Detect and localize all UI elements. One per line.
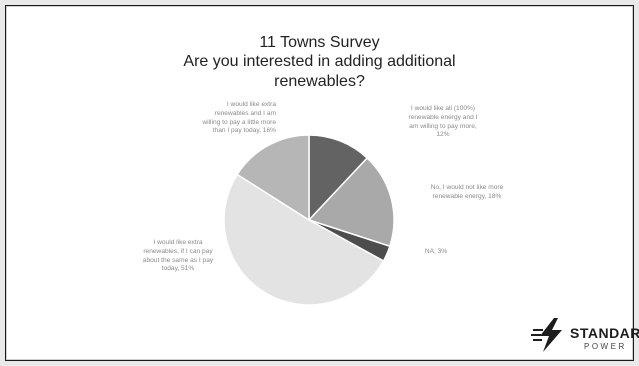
logo-word: STANDARD — [570, 325, 639, 341]
pie-slice-0 — [308, 134, 369, 222]
pie-slice-1 — [307, 156, 395, 248]
slide-frame: 11 Towns Survey Are you interested in ad… — [5, 5, 639, 361]
logo-subword: POWER — [584, 342, 627, 351]
slice-label-line: I would like extra — [226, 101, 276, 108]
slice-label-line: NA, 3% — [424, 248, 448, 255]
slice-label-line: 12% — [436, 131, 450, 139]
standard-power-logo: STANDARD POWER — [530, 316, 639, 354]
chart-title: 11 Towns Survey — [259, 34, 380, 51]
slice-label-no-more-18: No, I would not like more renewable ener… — [408, 184, 526, 202]
lightning-bolt-icon — [531, 318, 562, 352]
slice-label-all-renewable-12: I would like all (100%) renewable energy… — [378, 105, 508, 140]
slice-label-line: am willing to pay more, — [409, 122, 477, 130]
slice-label-line: I would like all (100%) — [410, 105, 476, 112]
slice-label-pay-more-16: I would like extra renewables and I am w… — [126, 101, 276, 136]
slice-label-line: No, I would not like more — [430, 184, 504, 191]
chart-subtitle-line-1: Are you interested in adding additional — [183, 53, 456, 70]
slice-label-line: renewables and I am — [214, 109, 276, 117]
slice-label-line: I would like extra — [153, 239, 203, 246]
pie-slice-3 — [223, 173, 385, 306]
slice-label-na-3: NA, 3% — [416, 248, 456, 257]
slice-label-line: renewable energy and I — [408, 113, 478, 121]
slice-label-line: than I pay today, 16% — [212, 127, 276, 135]
pie-slice-4 — [236, 134, 310, 222]
chart-subtitle-line-2: renewables? — [274, 73, 365, 90]
pie-chart — [223, 134, 395, 306]
slice-label-line: today, 51% — [161, 265, 195, 273]
slice-label-line: willing to pay a little more — [202, 118, 276, 126]
slice-label-line: renewables, if I can pay — [143, 247, 213, 255]
slice-label-same-price-51: I would like extra renewables, if I can … — [118, 239, 238, 274]
slice-label-line: renewable energy, 18% — [432, 192, 502, 200]
slice-label-line: about the same as I pay — [142, 256, 214, 264]
